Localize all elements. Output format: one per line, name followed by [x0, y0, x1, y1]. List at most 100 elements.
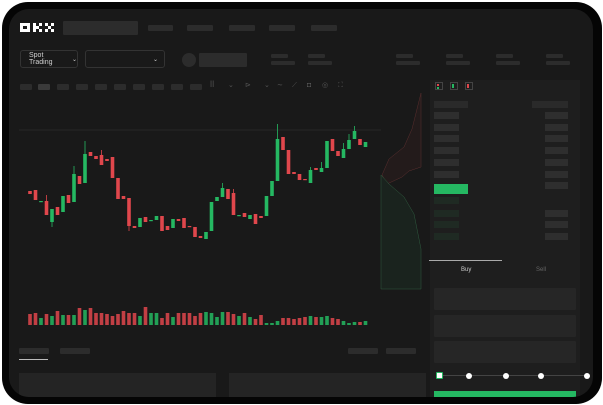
- orderbook-row[interactable]: [545, 135, 568, 142]
- candle: [154, 216, 159, 220]
- orderbook-row[interactable]: [434, 101, 468, 108]
- orderbook-row[interactable]: [532, 101, 568, 108]
- tab-buy[interactable]: Buy: [461, 267, 472, 273]
- timeframe-button[interactable]: [38, 84, 50, 90]
- price-input[interactable]: [434, 288, 576, 310]
- stat-value: [546, 61, 570, 65]
- timeframe-button[interactable]: [57, 84, 69, 90]
- slider-step-100[interactable]: [584, 372, 590, 379]
- nav-item[interactable]: [229, 25, 255, 31]
- active-tab-indicator: [19, 359, 48, 360]
- tab-order-history[interactable]: [60, 348, 90, 354]
- nav-item[interactable]: [187, 25, 213, 31]
- nav-item[interactable]: [148, 25, 173, 31]
- orderbook-row[interactable]: [434, 159, 459, 166]
- slider-step-50[interactable]: [503, 372, 509, 379]
- orderbook-asks-icon[interactable]: [465, 82, 473, 90]
- filter-button[interactable]: [386, 348, 416, 354]
- orderbook-row[interactable]: [545, 210, 568, 217]
- orderbook-row[interactable]: [545, 221, 568, 228]
- orderbook-bids-icon[interactable]: [450, 82, 458, 90]
- candle: [94, 156, 98, 159]
- orderbook-row[interactable]: [434, 233, 459, 240]
- candle: [336, 151, 340, 156]
- orderbook-row[interactable]: [434, 147, 459, 154]
- orderbook-mid-price: [434, 184, 468, 194]
- settings-icon[interactable]: ◎: [322, 82, 329, 89]
- filter-button[interactable]: [348, 348, 378, 354]
- nav-item[interactable]: [269, 25, 295, 31]
- timeframe-button[interactable]: [95, 84, 107, 90]
- candle: [105, 159, 109, 161]
- stat-value: [308, 61, 332, 65]
- orderbook-row[interactable]: [545, 171, 568, 178]
- spot-trading-dropdown[interactable]: Spot Trading ⌄: [20, 50, 78, 68]
- volume-bar: [94, 313, 98, 325]
- slider-step-75[interactable]: [538, 372, 544, 379]
- line-icon[interactable]: ∼: [277, 82, 283, 89]
- candle: [264, 196, 269, 216]
- orderbook-row[interactable]: [434, 171, 459, 178]
- volume-bar: [237, 316, 241, 325]
- volume-bar: [77, 308, 82, 325]
- timeframe-button[interactable]: [114, 84, 126, 90]
- candle: [132, 226, 137, 228]
- candle: [176, 219, 181, 221]
- candle: [187, 226, 192, 228]
- amount-input[interactable]: [434, 315, 576, 337]
- total-input[interactable]: [434, 341, 576, 363]
- candlestick-chart[interactable]: [9, 9, 429, 339]
- timeframe-button[interactable]: [133, 84, 145, 90]
- orderbook-row[interactable]: [434, 197, 459, 204]
- volume-bar: [83, 310, 87, 325]
- chevron-down-icon[interactable]: ⌄: [264, 82, 270, 89]
- volume-bar: [143, 307, 148, 325]
- timeframe-button[interactable]: [20, 84, 32, 90]
- nav-search-placeholder[interactable]: [63, 21, 138, 35]
- candle: [182, 218, 186, 228]
- timeframe-button[interactable]: [190, 84, 202, 90]
- slider-handle[interactable]: [436, 372, 443, 379]
- pair-selector-dropdown[interactable]: ⌄: [85, 50, 165, 68]
- camera-icon[interactable]: ◘: [307, 82, 312, 89]
- orderbook-row[interactable]: [434, 221, 459, 228]
- orderbook-row[interactable]: [434, 135, 459, 142]
- orderbook-row[interactable]: [545, 147, 568, 154]
- volume-bar: [314, 317, 318, 325]
- tab-sell[interactable]: Sell: [536, 267, 547, 273]
- okx-logo[interactable]: [20, 22, 58, 33]
- timeframe-button[interactable]: [76, 84, 88, 90]
- candle: [253, 214, 258, 224]
- volume-bar: [341, 321, 346, 325]
- amount-slider[interactable]: [436, 372, 590, 379]
- buy-submit-button[interactable]: [434, 391, 576, 397]
- orderbook-row[interactable]: [545, 233, 568, 240]
- volume-bar: [259, 315, 263, 325]
- orderbook-row[interactable]: [434, 124, 459, 131]
- orderbook-row[interactable]: [545, 182, 568, 189]
- volume-bar: [281, 318, 285, 325]
- chevron-down-icon[interactable]: ⌄: [228, 82, 234, 89]
- stat-label: [496, 54, 513, 58]
- slider-step-25[interactable]: [466, 372, 472, 379]
- draw-icon[interactable]: ⊳: [245, 82, 251, 89]
- orderbook-row[interactable]: [434, 112, 459, 119]
- orderbook-row[interactable]: [434, 210, 459, 217]
- candle: [341, 149, 346, 158]
- volume-bar: [204, 312, 208, 325]
- orderbook-both-icon[interactable]: [435, 82, 443, 90]
- ruler-icon[interactable]: ⟋: [292, 82, 297, 89]
- indicator-icon[interactable]: ꟾꟾ: [210, 82, 215, 89]
- volume-bar: [88, 308, 93, 325]
- orderbook-row[interactable]: [545, 112, 568, 119]
- stat-value: [496, 61, 520, 65]
- timeframe-button[interactable]: [171, 84, 183, 90]
- orderbook-row[interactable]: [545, 159, 568, 166]
- orderbook-row[interactable]: [545, 124, 568, 131]
- tab-open-orders[interactable]: [19, 348, 49, 354]
- stat-label: [446, 54, 463, 58]
- timeframe-button[interactable]: [152, 84, 164, 90]
- fullscreen-icon[interactable]: ⛶: [338, 82, 343, 89]
- nav-item[interactable]: [311, 25, 337, 31]
- volume-bar: [187, 313, 192, 325]
